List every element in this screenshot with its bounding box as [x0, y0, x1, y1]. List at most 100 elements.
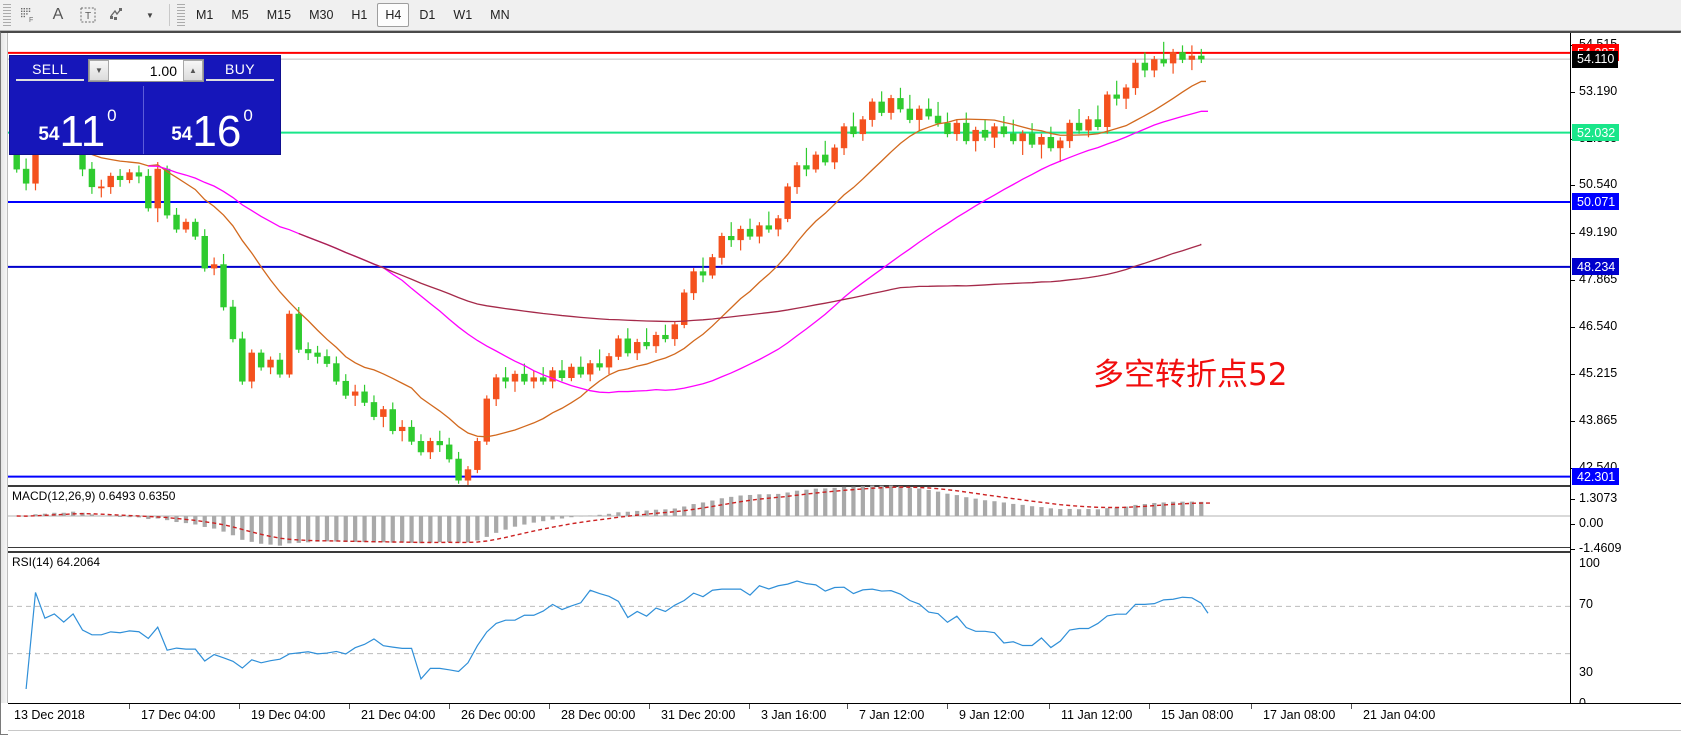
one-click-top-row: SELL ▼ 1.00 ▲ BUY	[10, 56, 280, 84]
time-label: 17 Jan 08:00	[1263, 708, 1336, 722]
level-blue-tag-3[interactable]: 42.301	[1572, 468, 1620, 486]
buy-price-fraction: 0	[243, 106, 253, 125]
objects-list-glyph	[110, 8, 122, 20]
chart-left-scroll-strip[interactable]	[1, 33, 8, 703]
candle-body	[201, 235, 208, 269]
timeframe-m5[interactable]: M5	[231, 8, 249, 22]
candle-body	[1198, 55, 1205, 60]
price-chart-svg	[8, 41, 1570, 491]
candle-body	[408, 426, 415, 442]
candle-body	[323, 356, 331, 364]
bid-price-tag[interactable]: 54.110	[1572, 50, 1619, 68]
timeframe-h4[interactable]: H4	[377, 3, 410, 27]
main-toolbar: F A T ▼ M1 M5 M15 M30 H1 H4 D1 W1 MN	[0, 0, 1681, 31]
timeframe-mn[interactable]: MN	[490, 8, 510, 22]
candle-body	[878, 101, 885, 113]
chevron-down-icon[interactable]: ▼	[146, 10, 154, 20]
candle-body	[1141, 62, 1149, 71]
level-green-tag[interactable]: 52.032	[1572, 124, 1620, 142]
price-tick-label: 53.190	[1579, 83, 1618, 98]
candle-body	[1179, 52, 1186, 60]
candle-body	[944, 122, 951, 135]
candle-body	[192, 221, 199, 237]
time-label: 26 Dec 00:00	[461, 708, 536, 722]
one-click-trading-panel[interactable]: SELL ▼ 1.00 ▲ BUY 54 11 0 54 16 0	[9, 55, 281, 155]
volume-stepper[interactable]: ▼ 1.00 ▲	[88, 59, 204, 82]
buy-button[interactable]: BUY	[206, 59, 274, 81]
level-blue-tag-2[interactable]: 48.234	[1572, 258, 1620, 276]
candle-body	[737, 228, 744, 241]
objects-list-icon[interactable]	[103, 2, 133, 28]
time-separator	[1251, 704, 1252, 709]
time-label: 21 Jan 04:00	[1363, 708, 1436, 722]
candle-body	[398, 426, 406, 432]
text-label-icon[interactable]: A	[52, 6, 64, 23]
candle-body	[887, 98, 895, 113]
buy-price-display[interactable]: 54 16 0	[146, 86, 278, 154]
time-separator	[549, 704, 550, 709]
macd-scale-label: 0.00	[1579, 516, 1604, 530]
macd-pane[interactable]: MACD(12,26,9) 0.6493 0.6350	[8, 485, 1570, 548]
timeframe-d1[interactable]: D1	[419, 8, 436, 22]
candle-body	[652, 334, 660, 347]
text-box-icon[interactable]: T	[73, 2, 103, 28]
candle-body	[925, 108, 932, 117]
price-scale[interactable]: 54.51553.19051.86550.54049.19047.86546.5…	[1570, 33, 1681, 710]
candle-body	[248, 352, 255, 382]
candle-body	[1000, 126, 1008, 135]
candle-body	[427, 441, 434, 453]
macd-chart-svg	[8, 485, 1570, 546]
timeframe-m30[interactable]: M30	[309, 8, 334, 22]
sell-price-display[interactable]: 54 11 0	[12, 86, 144, 154]
price-tick-label: 47.865	[1579, 271, 1618, 286]
candle-body	[784, 186, 791, 219]
time-separator	[349, 704, 350, 709]
timeframe-h1[interactable]: H1	[351, 8, 368, 22]
rsi-pane[interactable]: RSI(14) 64.2064	[8, 551, 1570, 701]
candle-body	[1188, 55, 1196, 60]
toolbar-grip-2[interactable]	[177, 4, 185, 26]
candle-body	[1151, 59, 1158, 71]
candle-body	[154, 168, 161, 209]
timeframe-m1[interactable]: M1	[196, 8, 214, 22]
candle-body	[972, 129, 979, 142]
candle-body	[220, 264, 227, 308]
volume-decrement-icon[interactable]: ▼	[89, 60, 109, 81]
timeframe-w1[interactable]: W1	[453, 8, 473, 22]
crosshair-pointer-icon[interactable]: F	[13, 2, 43, 28]
candle-body	[182, 221, 190, 230]
candle-body	[492, 377, 500, 400]
candle-body	[351, 391, 359, 396]
candle-body	[1075, 122, 1083, 131]
candle-body	[718, 235, 726, 258]
candle-body	[850, 126, 857, 135]
candle-body	[116, 175, 124, 181]
candle-body	[869, 101, 876, 120]
candle-body	[173, 214, 180, 230]
candle-body	[963, 122, 970, 142]
candle-body	[596, 363, 603, 368]
toolbar-grip-1[interactable]	[3, 4, 11, 26]
candle-body	[558, 370, 566, 379]
macd-scale-tick	[1571, 499, 1575, 500]
volume-value[interactable]: 1.00	[149, 62, 177, 79]
candle-body	[163, 168, 171, 216]
candle-body	[1132, 62, 1139, 89]
candle-body	[1113, 94, 1120, 99]
candle-body	[549, 370, 556, 382]
candle-body	[671, 324, 679, 340]
candle-body	[502, 377, 509, 382]
candle-body	[286, 313, 293, 375]
chart-window[interactable]: ▲ USOil-,H4 54.160 54.170 54.080 54.110 …	[0, 31, 1681, 736]
candle-body	[267, 359, 274, 368]
macd-signal-line	[16, 486, 1210, 544]
crosshair-pointer-glyph: F	[21, 8, 33, 23]
candle-body	[530, 377, 538, 382]
level-blue-tag-1[interactable]: 50.071	[1572, 193, 1620, 211]
candle-body	[1047, 136, 1055, 149]
sell-button[interactable]: SELL	[16, 59, 84, 81]
volume-increment-icon[interactable]: ▲	[183, 60, 203, 81]
text-box-glyph: T	[80, 7, 96, 23]
timeframe-m15[interactable]: M15	[266, 8, 292, 22]
time-scale[interactable]: 13 Dec 2018 17 Dec 04:00 19 Dec 04:00 21 De…	[8, 703, 1681, 736]
